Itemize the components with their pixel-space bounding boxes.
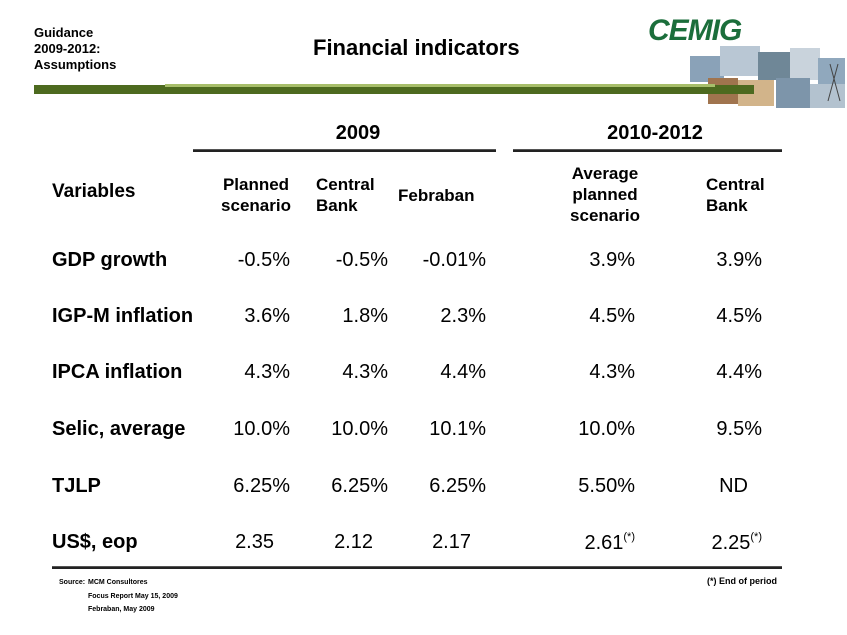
table-cell: 2.3% [440,305,486,327]
table-cell: ND [719,475,748,497]
table-cell: 3.9% [589,249,635,271]
table-cell: 10.1% [429,418,486,440]
table-cell: 1.8% [342,305,388,327]
source-item: MCM Consultores [88,579,148,586]
header-band [34,85,754,94]
group-rule-2010-2012 [513,149,782,152]
table-cell: 4.4% [716,361,762,383]
row-label-tjlp: TJLP [52,475,101,497]
table-cell: 10.0% [578,418,635,440]
cemig-logo: CEMIG [648,14,742,47]
header-band-highlight [165,84,715,87]
table-cell: 6.25% [233,475,290,497]
page-title: Financial indicators [313,35,520,60]
table-cell: 6.25% [331,475,388,497]
group-rule-2009 [193,149,496,152]
group-header-2009: 2009 [335,122,381,144]
row-label-selic-average: Selic, average [52,418,186,440]
table-cell: 4.3% [589,361,635,383]
column-header-central-bank-2010: Central Bank [706,175,765,215]
guidance-label: Guidance 2009-2012: Assumptions [34,25,117,72]
table-cell: 4.3% [342,361,388,383]
table-cell: -0.01% [422,249,486,271]
column-header-variables: Variables [52,181,136,202]
table-cell: 3.6% [244,305,290,327]
row-label-gdp-growth: GDP growth [52,249,168,271]
column-header-average-planned-scenario: Average planned scenario [570,164,640,225]
row-label-ipca-inflation: IPCA inflation [52,361,183,383]
table-cell: -0.5% [335,249,388,271]
table-cell: 9.5% [716,418,762,440]
table-cell: 2.61(*) [535,531,635,555]
group-header-2010-2012: 2010-2012 [607,122,703,144]
table-cell: 2.25(*) [662,531,762,555]
table-cell: 2.17 [432,531,471,553]
column-header-planned-scenario: Planned scenario [221,175,291,215]
table-cell: 4.5% [716,305,762,327]
table-cell: 2.12 [334,531,373,553]
table-cell: 4.3% [244,361,290,383]
table-cell: 10.0% [331,418,388,440]
row-label-usd-eop: US$, eop [52,531,138,553]
table-cell: 5.50% [578,475,635,497]
source-item: Febraban, May 2009 [88,606,155,613]
column-header-febraban: Febraban [398,186,475,205]
row-label-igpm-inflation: IGP-M inflation [52,305,194,327]
source-item: Focus Report May 15, 2009 [88,593,178,600]
source-label: Source: [59,579,86,586]
cell-value: 2.25 [711,532,751,554]
table-cell: 6.25% [429,475,486,497]
table-cell: 3.9% [716,249,762,271]
footnote-marker: (*) [750,531,762,543]
footnote: (*) End of period [707,576,777,586]
table-cell: 10.0% [233,418,290,440]
table-bottom-rule [52,566,782,569]
table-cell: 4.5% [589,305,635,327]
table-cell: 4.4% [440,361,486,383]
footnote-marker: (*) [623,531,635,543]
cell-value: 2.61 [584,532,624,554]
photo-collage-icon [690,46,845,108]
column-header-central-bank-2009: Central Bank [316,175,375,215]
table-cell: -0.5% [237,249,290,271]
table-cell: 2.35 [235,531,274,553]
